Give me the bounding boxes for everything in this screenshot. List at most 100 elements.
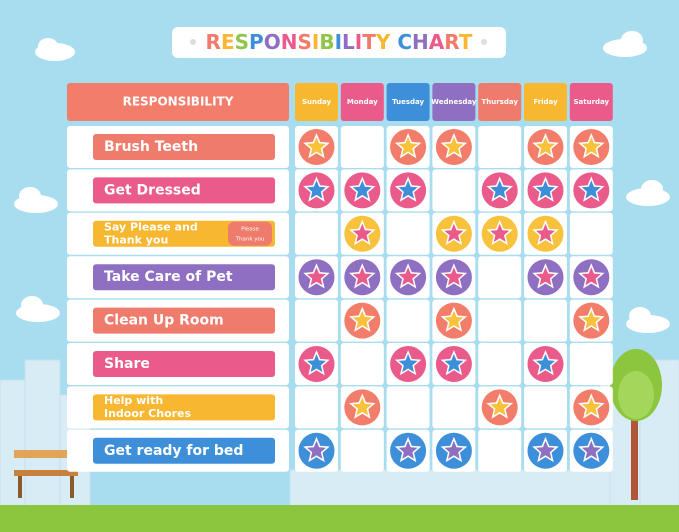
cell xyxy=(386,212,430,255)
day-header xyxy=(478,83,522,121)
day-header xyxy=(386,83,430,121)
star-inner xyxy=(581,137,601,156)
cell xyxy=(478,429,522,472)
star-inner xyxy=(536,180,555,199)
star-inner xyxy=(444,223,464,242)
ground xyxy=(0,505,679,532)
task-label: Say Please and xyxy=(104,220,198,233)
cell xyxy=(295,212,338,255)
star-inner xyxy=(444,267,464,286)
task-label: Get Dressed xyxy=(104,182,201,198)
star-inner xyxy=(444,137,464,156)
task-pill xyxy=(93,264,275,291)
day-label: Tuesday xyxy=(392,98,424,106)
star-inner xyxy=(444,440,464,459)
cell xyxy=(432,386,476,429)
star-inner xyxy=(490,223,510,242)
task-pill xyxy=(93,394,275,421)
pin xyxy=(481,39,487,45)
task-label: Help with xyxy=(104,394,163,407)
star-inner xyxy=(581,397,601,416)
task-pill xyxy=(93,134,275,160)
day-header xyxy=(340,83,384,121)
cell xyxy=(478,343,522,385)
day-header xyxy=(569,83,613,121)
cell xyxy=(340,429,384,472)
speech-bubble xyxy=(228,221,272,246)
clouds xyxy=(14,31,670,333)
star-inner xyxy=(536,223,555,242)
star-inner xyxy=(398,137,418,156)
star-inner xyxy=(352,223,372,242)
cell xyxy=(478,126,522,168)
cell xyxy=(340,343,384,385)
day-header xyxy=(432,83,476,121)
star-inner xyxy=(352,180,372,199)
star-inner xyxy=(581,310,601,329)
cell xyxy=(524,299,567,342)
task-pill xyxy=(93,177,275,204)
cell xyxy=(569,343,613,385)
star-inner xyxy=(352,267,372,286)
star-inner xyxy=(398,267,418,286)
star-inner xyxy=(490,397,510,416)
star-inner xyxy=(536,354,555,373)
tree xyxy=(610,349,662,500)
star-inner xyxy=(307,137,326,156)
cell xyxy=(386,299,430,342)
star-inner xyxy=(398,440,418,459)
star-inner xyxy=(444,354,464,373)
task-label: Brush Teeth xyxy=(104,139,198,155)
task-pill xyxy=(93,351,275,377)
pin xyxy=(190,39,196,45)
bubble-text: Thank you xyxy=(235,236,265,242)
cell xyxy=(569,212,613,255)
title: RESPONSIBILITY CHART xyxy=(206,30,473,54)
star-inner xyxy=(307,180,326,199)
cell xyxy=(386,386,430,429)
star-inner xyxy=(307,267,326,286)
task-pill xyxy=(93,437,275,464)
cell xyxy=(432,169,476,212)
star-inner xyxy=(398,180,418,199)
task-label: Indoor Chores xyxy=(104,407,192,420)
day-label: Friday xyxy=(533,98,558,106)
day-header xyxy=(295,83,338,121)
day-label: Saturday xyxy=(573,98,609,106)
task-label: Clean Up Room xyxy=(104,313,224,329)
star-inner xyxy=(536,440,555,459)
task-label: Share xyxy=(104,356,150,372)
star-inner xyxy=(352,397,372,416)
cell xyxy=(295,299,338,342)
header-label: RESPONSIBILITY xyxy=(123,95,234,109)
bench xyxy=(14,450,78,498)
star-inner xyxy=(536,137,555,156)
day-label: Wednesday xyxy=(431,98,477,106)
cell xyxy=(478,256,522,299)
task-label: Thank you xyxy=(104,233,168,246)
day-header xyxy=(524,83,567,121)
star-inner xyxy=(307,440,326,459)
star-inner xyxy=(581,267,601,286)
title-banner xyxy=(172,27,506,58)
cell xyxy=(295,386,338,429)
task-label: Take Care of Pet xyxy=(104,269,233,285)
star-inner xyxy=(352,310,372,329)
day-label: Thursday xyxy=(481,98,518,106)
star-inner xyxy=(581,180,601,199)
star-inner xyxy=(581,440,601,459)
day-label: Monday xyxy=(347,98,378,106)
star-inner xyxy=(490,180,510,199)
bubble-text: Please xyxy=(241,226,259,232)
task-pill xyxy=(93,307,275,334)
star-inner xyxy=(307,354,326,373)
star-inner xyxy=(536,267,555,286)
task-label: Get ready for bed xyxy=(104,443,243,459)
cell xyxy=(524,386,567,429)
star-inner xyxy=(444,310,464,329)
cell xyxy=(340,126,384,168)
day-label: Sunday xyxy=(302,98,332,106)
cell xyxy=(478,299,522,342)
star-inner xyxy=(398,354,418,373)
